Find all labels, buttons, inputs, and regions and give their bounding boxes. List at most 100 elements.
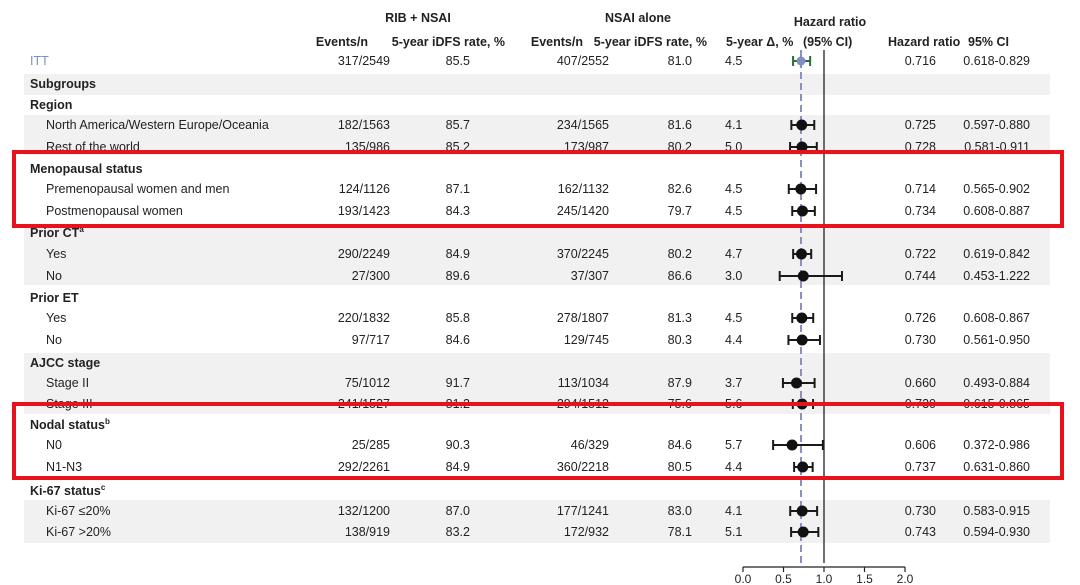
row-label: N0 (46, 438, 62, 452)
cell-delta: 3.7 (725, 376, 743, 390)
col-ci-header: 95% CI (968, 35, 1009, 49)
section-ki67-label: Ki-67 status (30, 484, 101, 498)
cell-hr: 0.730 (904, 504, 936, 518)
cell-hr: 0.714 (904, 182, 936, 196)
row-label: ITT (30, 54, 49, 68)
cell-rate1: 89.6 (445, 269, 470, 283)
hr-point (795, 183, 807, 195)
cell-ci: 0.597-0.880 (963, 118, 1030, 132)
row-label: No (46, 269, 62, 283)
section-prior-ct-label: Prior CT (30, 226, 80, 240)
cell-rate2: 80.2 (667, 247, 692, 261)
cell-rate1: 85.7 (445, 118, 470, 132)
row-band (24, 500, 1050, 543)
cell-events1: 182/1563 (337, 118, 390, 132)
section-ki67: Ki-67 statusc (30, 483, 105, 499)
cell-rate1: 84.3 (445, 204, 470, 218)
cell-delta: 4.5 (725, 54, 743, 68)
row-label: Premenopausal women and men (46, 182, 230, 196)
cell-delta: 3.0 (725, 269, 743, 283)
cell-events2: 172/932 (563, 525, 609, 539)
cell-events1: 75/1012 (344, 376, 390, 390)
hr-point (797, 526, 809, 538)
cell-events2: 162/1132 (557, 182, 609, 196)
section-nodal-footnote: b (105, 416, 110, 426)
cell-rate2: 83.0 (667, 504, 692, 518)
section-nodal: Nodal statusb (30, 417, 110, 433)
x-tick-label: 0.0 (735, 572, 752, 585)
x-tick-label: 1.5 (856, 572, 873, 585)
cell-rate1: 91.7 (445, 376, 470, 390)
hr-point (796, 141, 808, 153)
cell-rate2: 80.3 (667, 333, 692, 347)
cell-events1: 193/1423 (337, 204, 390, 218)
cell-rate2: 81.6 (667, 118, 692, 132)
col-hr-header: Hazard ratio (888, 35, 961, 49)
cell-events2: 360/2218 (556, 460, 609, 474)
cell-events1: 124/1126 (338, 182, 390, 196)
row-label: Yes (46, 311, 67, 325)
hr-point (796, 505, 808, 517)
col-rate2-header: 5-year iDFS rate, % (593, 35, 707, 49)
cell-ci: 0.561-0.950 (963, 333, 1030, 347)
cell-rate2: 84.6 (667, 438, 692, 452)
cell-rate1: 87.1 (445, 182, 470, 196)
cell-rate1: 85.8 (445, 311, 470, 325)
col-events1-header: Events/n (315, 35, 368, 49)
cell-rate2: 78.1 (667, 525, 692, 539)
hr-point (797, 461, 809, 473)
cell-rate2: 80.5 (667, 460, 692, 474)
cell-hr: 0.726 (904, 311, 936, 325)
highlight-box-menopausal (12, 150, 1064, 228)
highlight-box-nodal (12, 402, 1064, 480)
x-tick-label: 2.0 (897, 572, 914, 585)
row-band (24, 74, 1050, 95)
hr-title-line1: Hazard ratio (793, 15, 867, 29)
hr-point (797, 270, 809, 282)
cell-ci: 0.372-0.986 (963, 438, 1030, 452)
cell-delta: 4.4 (725, 333, 743, 347)
row-band (24, 224, 1050, 285)
section-prior-ct: Prior CTa (30, 225, 84, 241)
section-region: Region (30, 98, 73, 112)
cell-rate2: 87.9 (667, 376, 692, 390)
hr-point (796, 205, 808, 217)
section-prior-ct-footnote: a (79, 224, 84, 234)
cell-events1: 132/1200 (337, 504, 390, 518)
group1-header: RIB + NSAI (385, 11, 451, 25)
row-band (24, 115, 1050, 155)
cell-events2: 46/329 (570, 438, 609, 452)
cell-events2: 37/307 (570, 269, 609, 283)
cell-ci: 0.619-0.842 (963, 247, 1030, 261)
hr-title-line2: (95% CI) (803, 35, 853, 49)
cell-hr: 0.725 (904, 118, 936, 132)
cell-events1: 317/2549 (337, 54, 390, 68)
cell-ci: 0.618-0.829 (963, 54, 1030, 68)
hr-point (796, 334, 808, 346)
cell-hr: 0.744 (904, 269, 936, 283)
cell-ci: 0.493-0.884 (963, 376, 1030, 390)
cell-delta: 5.1 (725, 525, 743, 539)
group2-header: NSAI alone (605, 11, 671, 25)
hr-point (790, 377, 802, 389)
cell-rate2: 81.0 (667, 54, 692, 68)
cell-events2: 245/1420 (556, 204, 609, 218)
cell-events1: 290/2249 (337, 247, 390, 261)
hr-point (795, 248, 807, 260)
cell-delta: 4.1 (725, 504, 743, 518)
row-label: Yes (46, 247, 67, 261)
cell-events1: 220/1832 (337, 311, 390, 325)
section-ajcc: AJCC stage (30, 356, 101, 370)
cell-hr: 0.722 (904, 247, 936, 261)
hr-point (786, 439, 798, 451)
row-label: Ki-67 >20% (46, 525, 111, 539)
hr-point (796, 312, 808, 324)
cell-hr: 0.716 (904, 54, 936, 68)
cell-ci: 0.453-1.222 (963, 269, 1030, 283)
cell-rate2: 79.7 (667, 204, 692, 218)
cell-delta: 4.4 (725, 460, 743, 474)
cell-hr: 0.660 (904, 376, 936, 390)
cell-events1: 97/717 (351, 333, 390, 347)
cell-ci: 0.583-0.915 (963, 504, 1030, 518)
